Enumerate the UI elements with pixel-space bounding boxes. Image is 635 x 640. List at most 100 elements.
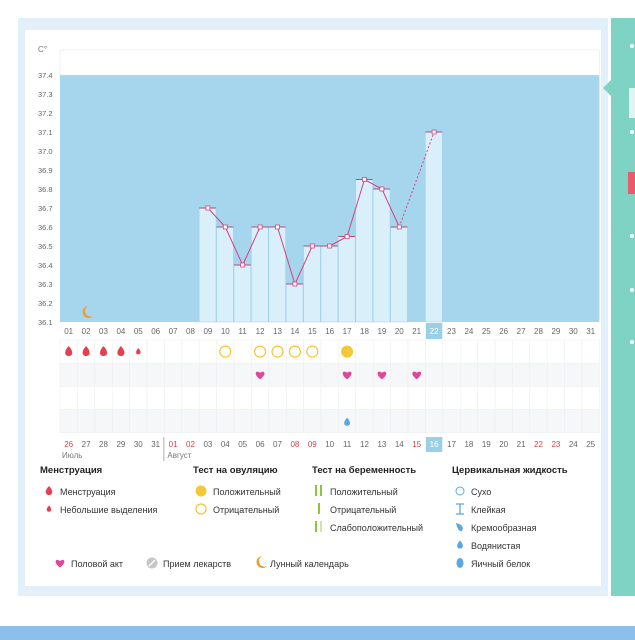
calendar-date-label: 23 [551,440,560,449]
cycle-axis-bg [60,323,600,339]
cycle-day-label: 31 [586,327,595,336]
side-panel-dot [630,130,634,134]
cycle-day-label: 01 [64,327,73,336]
calendar-date-label: 30 [134,440,143,449]
temperature-point [205,205,211,211]
grid-cell [181,362,200,387]
grid-cell [164,339,183,364]
grid-cell [111,362,130,387]
calendar-date-label: 25 [586,440,595,449]
grid-cell [477,339,496,364]
grid-cell [529,386,548,410]
cycle-day-label: 21 [412,327,421,336]
intercourse-heart [342,371,352,380]
temperature-bar [268,226,286,323]
calendar-date-label: 06 [256,440,265,449]
highlight-date-bg [425,437,443,452]
grid-cell [303,409,322,434]
legend-cervical-creamy-label: Кремообразная [471,523,537,533]
ovulation-positive-mark [341,345,354,358]
grid-cell [129,386,148,410]
temperature-point [396,224,402,230]
y-tick-label: 36.4 [38,261,53,270]
cycle-day-label: 15 [308,327,317,336]
calendar-date-label: 19 [482,440,491,449]
grid-cell [233,409,252,434]
grid-cell [164,409,183,434]
temperature-point [309,243,315,249]
cycle-day-label: 10 [221,327,230,336]
grid-cell [494,409,513,434]
y-tick-label: 37.3 [38,90,53,99]
cycle-day-label: 08 [186,327,195,336]
temperature-line-segment [242,226,261,266]
cycle-day-label: 20 [395,327,404,336]
menstruation-drop [117,346,125,356]
grid-cell [390,386,409,410]
grid-cell [407,386,426,410]
grid-cell [564,409,583,434]
grid-cell [111,386,130,410]
side-panel-dot [630,234,634,238]
grid-cell [129,362,148,387]
cycle-day-label: 07 [169,327,178,336]
legend-medication-label: Прием лекарств [163,559,232,569]
ovulation-negative-mark [271,345,284,358]
cycle-day-label: 13 [273,327,282,336]
grid-cell [94,409,113,434]
side-panel-dot [630,288,634,292]
side-panel-dot [630,340,634,344]
grid-cell [477,386,496,410]
grid-cell [529,362,548,387]
legend-cervical-title: Цервикальная жидкость [452,465,568,476]
menstruation-drop [99,346,108,356]
legend-pregnancy-negative-icon [318,503,320,514]
grid-cell [390,339,409,364]
legend-lunar-label: Лунный календарь [270,559,349,569]
legend-pregnancy-positive-icon [320,485,322,496]
cycle-day-label: 11 [239,327,248,336]
temperature-bar [285,283,304,323]
grid-cell [355,409,374,434]
legend-menstruation-label: Менструация [60,487,116,497]
calendar-date-label: 24 [569,440,578,449]
grid-cell [268,362,287,387]
grid-cell [320,362,339,387]
calendar-date-label: 03 [203,440,212,449]
grid-cell [181,409,200,434]
grid-cell [442,386,461,410]
intercourse-heart [255,371,265,380]
temperature-point [257,224,263,230]
ovulation-negative-mark [306,345,319,358]
calendar-date-label: 05 [238,440,247,449]
legend-cervical-sticky-label: Клейкая [471,505,506,515]
grid-cell [164,386,183,410]
calendar-date-label: 17 [447,440,456,449]
cycle-day-label: 06 [151,327,160,336]
grid-cell [529,339,548,364]
temperature-bar [372,188,391,323]
cycle-day-label: 19 [377,327,386,336]
grid-cell [94,386,113,410]
legend-pregnancy-weak-label: Слабоположительный [330,523,424,533]
plot-top-area [59,49,600,76]
grid-cell [407,409,426,434]
y-tick-label: 36.3 [38,280,53,289]
grid-cell [59,362,78,387]
grid-cell [146,409,165,434]
temperature-line-segment [224,226,244,266]
grid-cell [459,409,478,434]
temperature-bar [303,245,321,323]
light-bleeding-drop [136,348,141,355]
calendar-date-label: 15 [412,440,421,449]
temperature-line-segment [277,226,296,285]
grid-cell [442,362,461,387]
grid-cell [198,362,217,387]
grid-cell [546,409,565,434]
calendar-date-label: 22 [534,440,543,449]
legend-sticky-icon [456,503,464,515]
grid-cell [564,386,583,410]
temperature-bar [216,226,234,323]
grid-cell [129,409,148,434]
temperature-line-segment [294,245,313,285]
